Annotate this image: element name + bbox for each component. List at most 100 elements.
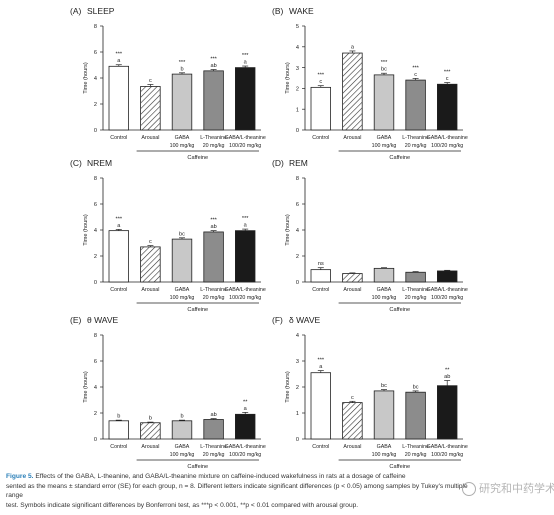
x-tick-label: GABA/L-theanine (427, 135, 468, 141)
panel-letter: (A) (70, 6, 82, 16)
chart-panel-4: (D) REM 0 2 4 6 8 Time (hours) ns Control Arousal G… (272, 158, 468, 313)
bar-gaba-l-theanine (437, 270, 458, 283)
dose-label: 100/20 mg/kg (431, 452, 463, 458)
significance-stars: *** (381, 60, 388, 66)
bar-gaba (171, 238, 193, 283)
bar-arousal (140, 86, 161, 131)
dose-label: 20 mg/kg (203, 452, 225, 458)
significance-letter: bc (413, 384, 419, 390)
panel-letter: (D) (272, 158, 284, 168)
y-axis-label: Time (hours) (83, 371, 89, 403)
significance-letter: b (180, 414, 183, 420)
x-tick-label: Control (312, 135, 329, 141)
y-tick-label: 0 (296, 437, 299, 443)
panel-letter: (C) (70, 158, 82, 168)
y-tick-label: 2 (94, 254, 97, 260)
significance-letter: c (414, 72, 417, 78)
significance-letter: c (446, 76, 449, 82)
bar-arousal (342, 402, 363, 440)
significance-letter: a (319, 364, 323, 370)
x-tick-label: Arousal (141, 444, 159, 450)
panel-title: WAKE (289, 6, 314, 16)
x-tick-label: L-Theanine (402, 287, 429, 293)
significance-stars: *** (179, 60, 186, 66)
y-tick-label: 2 (296, 254, 299, 260)
y-tick-label: 0 (94, 437, 97, 443)
y-tick-label: 0 (296, 280, 299, 286)
x-tick-label: Arousal (343, 287, 361, 293)
bar-arousal (140, 246, 161, 283)
x-tick-label: Control (110, 287, 127, 293)
dose-label: 100/20 mg/kg (431, 143, 463, 149)
significance-stars: *** (444, 70, 451, 76)
dose-label: 100/20 mg/kg (229, 452, 261, 458)
panel-letter: (F) (272, 315, 283, 325)
y-tick-label: 4 (94, 76, 97, 82)
group-label: Caffeine (187, 155, 208, 161)
bar-gaba-l-theanine (437, 83, 458, 131)
caption-line-3: test. Symbols indicate significant diffe… (6, 501, 359, 509)
dose-label: 20 mg/kg (405, 143, 427, 149)
bar-control (108, 420, 129, 440)
group-label: Caffeine (389, 307, 410, 313)
watermark-text: 研究和中药学术 (479, 482, 554, 495)
dose-label: 100/20 mg/kg (229, 295, 261, 301)
x-tick-label: GABA/L-theanine (225, 287, 266, 293)
x-tick-label: Control (110, 444, 127, 450)
dose-label: 100 mg/kg (170, 143, 195, 149)
significance-letter: a (244, 406, 248, 412)
watermark: 研究和中药学术 (462, 480, 554, 496)
bar-l-theanine (203, 419, 224, 440)
bar-control (310, 269, 331, 283)
significance-letter: a (351, 44, 355, 50)
dose-label: 20 mg/kg (203, 143, 225, 149)
bar-control (310, 372, 331, 440)
significance-letter: c (319, 79, 322, 85)
bar-control (108, 230, 129, 283)
dose-label: 100 mg/kg (170, 295, 195, 301)
y-tick-label: 4 (296, 45, 299, 51)
significance-stars: *** (318, 358, 325, 364)
panel-title: δ WAVE (289, 315, 321, 325)
y-tick-label: 4 (94, 385, 97, 391)
bar-gaba-l-theanine (235, 67, 256, 131)
significance-letter: bc (179, 231, 185, 237)
chart-panel-6: (F) δ WAVE 0 1 2 3 4 Time (hours) a*** Control c Ar… (272, 315, 468, 470)
significance-letter: a (117, 58, 121, 64)
dose-label: 100/20 mg/kg (229, 143, 261, 149)
group-label: Caffeine (187, 464, 208, 470)
dose-label: 100 mg/kg (372, 143, 397, 149)
y-tick-label: 2 (296, 87, 299, 93)
group-label: Caffeine (389, 464, 410, 470)
y-tick-label: 4 (296, 333, 299, 339)
y-tick-label: 8 (94, 24, 97, 30)
x-tick-label: GABA (175, 444, 190, 450)
bar-arousal (342, 52, 363, 131)
bar-l-theanine (203, 70, 224, 131)
y-axis-label: Time (hours) (83, 214, 89, 246)
significance-letter: ab (210, 224, 216, 230)
significance-letter: bc (381, 383, 387, 389)
y-tick-label: 0 (296, 128, 299, 134)
bar-gaba (373, 74, 395, 131)
significance-stars: *** (412, 65, 419, 71)
panel-title: REM (289, 158, 308, 168)
significance-letter: bc (381, 67, 387, 73)
significance-letter: ab (210, 412, 216, 418)
panel-title: NREM (87, 158, 112, 168)
x-tick-label: GABA/L-theanine (427, 287, 468, 293)
x-tick-label: L-Theanine (200, 287, 227, 293)
y-tick-label: 8 (94, 333, 97, 339)
y-tick-label: 3 (296, 66, 299, 72)
significance-letter: ab (210, 63, 216, 69)
bar-control (108, 65, 129, 131)
bar-gaba-l-theanine (437, 385, 458, 440)
significance-letter: b (117, 414, 120, 420)
caption-line-2: sented as the means ± standard error (SE… (6, 482, 468, 500)
x-tick-label: GABA/L-theanine (225, 135, 266, 141)
x-tick-label: L-Theanine (200, 135, 227, 141)
dose-label: 20 mg/kg (203, 295, 225, 301)
y-tick-label: 6 (94, 202, 97, 208)
